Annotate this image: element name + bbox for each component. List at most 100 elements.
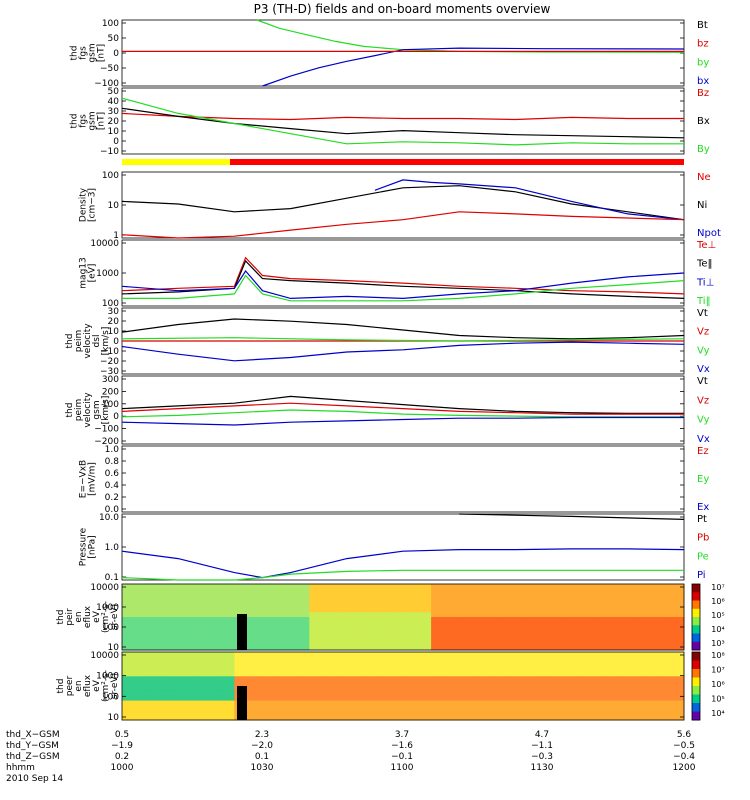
y-axis-label: fgs: [79, 46, 89, 60]
spectrogram-cell: [225, 671, 235, 677]
spectrogram-cell: [356, 695, 367, 702]
spectrogram-cell: [384, 598, 395, 604]
spectrogram-cell: [459, 686, 470, 692]
spectrogram-cell: [225, 617, 235, 623]
spectrogram-cell: [243, 645, 254, 651]
spectrogram-cell: [524, 715, 535, 721]
spectrogram-cell: [150, 666, 160, 672]
spectrogram-cell: [243, 671, 254, 677]
spectrogram-cell: [515, 676, 526, 682]
spectrogram-cell: [674, 640, 685, 646]
x-tick-label: 1100: [391, 763, 414, 773]
spectrogram-cell: [524, 686, 535, 692]
y-tick-label: 100: [102, 19, 119, 29]
spectrogram-cell: [487, 700, 498, 706]
spectrogram-cell: [496, 710, 507, 716]
spectrogram-cell: [393, 686, 404, 692]
spectrogram-cell: [655, 690, 666, 697]
spectrogram-cell: [187, 598, 198, 604]
spectrogram-cell: [187, 705, 198, 711]
spectrogram-cell: [487, 621, 498, 627]
spectrogram-cell: [131, 671, 142, 677]
spectrogram-cell: [468, 598, 479, 604]
spectrogram-cell: [468, 710, 479, 716]
spectrogram-cell: [215, 652, 226, 658]
y-tick-label: 100: [102, 623, 119, 633]
spectrogram-cell: [468, 671, 479, 677]
x-tick-label: 1030: [251, 763, 274, 773]
spectrogram-cell: [140, 617, 151, 623]
spectrogram-cell: [140, 652, 151, 658]
spectrogram-cell: [215, 621, 226, 627]
spectrogram-cell: [524, 626, 535, 632]
spectrogram-cell: [225, 621, 235, 627]
spectrogram-cell: [346, 695, 357, 702]
spectrogram-cell: [590, 612, 601, 618]
spectrogram-cell: [328, 690, 338, 697]
spectrogram-cell: [599, 652, 610, 658]
spectrogram-cell: [665, 584, 676, 590]
spectrogram-cell: [215, 671, 226, 677]
spectrogram-cell: [412, 690, 423, 697]
spectrogram-cell: [328, 715, 338, 721]
panel-frame: [121, 375, 685, 445]
spectrogram-cell: [328, 700, 338, 706]
spectrogram-cell: [421, 656, 432, 663]
spectrogram-cell: [646, 671, 657, 677]
spectrogram-cell: [487, 652, 498, 658]
spectrogram-cell: [618, 666, 629, 672]
spectrogram-cell: [590, 602, 601, 609]
spectrogram-cell: [281, 695, 292, 702]
spectrogram-cell: [637, 676, 648, 682]
spectrogram-cell: [637, 710, 648, 716]
spectrogram-cell: [412, 645, 423, 651]
y-axis-label: velocity: [83, 392, 93, 428]
spectrogram-cell: [524, 700, 535, 706]
spectrogram-cell: [524, 690, 535, 697]
spectrogram-cell: [187, 686, 198, 692]
spectrogram-cell: [346, 681, 357, 687]
spectrogram-cell: [140, 695, 151, 702]
spectrogram-cell: [346, 661, 357, 668]
spectrogram-cell: [552, 635, 563, 642]
spectrogram-cell: [271, 602, 282, 609]
spectrogram-cell: [253, 700, 263, 706]
spectrogram-cell: [412, 631, 423, 637]
spectrogram-cell: [206, 710, 217, 716]
spectrogram-cell: [168, 666, 179, 672]
spectrogram-cell: [159, 584, 170, 590]
spectrogram-cell: [440, 588, 451, 594]
spectrogram-cell: [140, 690, 151, 697]
spectrogram-cell: [515, 602, 526, 609]
spectrogram-cell: [543, 612, 554, 618]
spectrogram-cell: [609, 640, 619, 646]
spectrogram-cell: [618, 588, 629, 594]
spectrogram-cell: [215, 640, 226, 646]
spectrogram-cell: [618, 612, 629, 618]
spectrogram-cell: [665, 695, 676, 702]
spectrogram-cell: [665, 710, 676, 716]
spectrogram-cell: [477, 612, 488, 618]
spectrogram-cell: [281, 631, 292, 637]
spectrogram-cell: [225, 656, 235, 663]
spectrogram-cell: [477, 617, 488, 623]
spectrogram-cell: [646, 666, 657, 672]
spectrogram-cell: [253, 645, 263, 651]
spectrogram-cell: [318, 686, 329, 692]
spectrogram-cell: [374, 671, 385, 677]
spectrogram-cell: [571, 681, 582, 687]
spectrogram-cell: [637, 640, 648, 646]
spectrogram-cell: [637, 671, 648, 677]
spectrogram-cell: [403, 686, 413, 692]
spectrogram-cell: [374, 681, 385, 687]
colorbar-tick-label: 10⁴: [711, 625, 724, 634]
spectrogram-cell: [253, 676, 263, 682]
spectrogram-cell: [337, 656, 348, 663]
spectrogram-cell: [365, 645, 376, 651]
spectrogram-cell: [562, 593, 573, 599]
spectrogram-cell: [271, 710, 282, 716]
spectrogram-cell: [337, 661, 348, 668]
spectrogram-cell: [580, 715, 591, 721]
spectrogram-cell: [618, 626, 629, 632]
spectrogram-cell: [468, 686, 479, 692]
